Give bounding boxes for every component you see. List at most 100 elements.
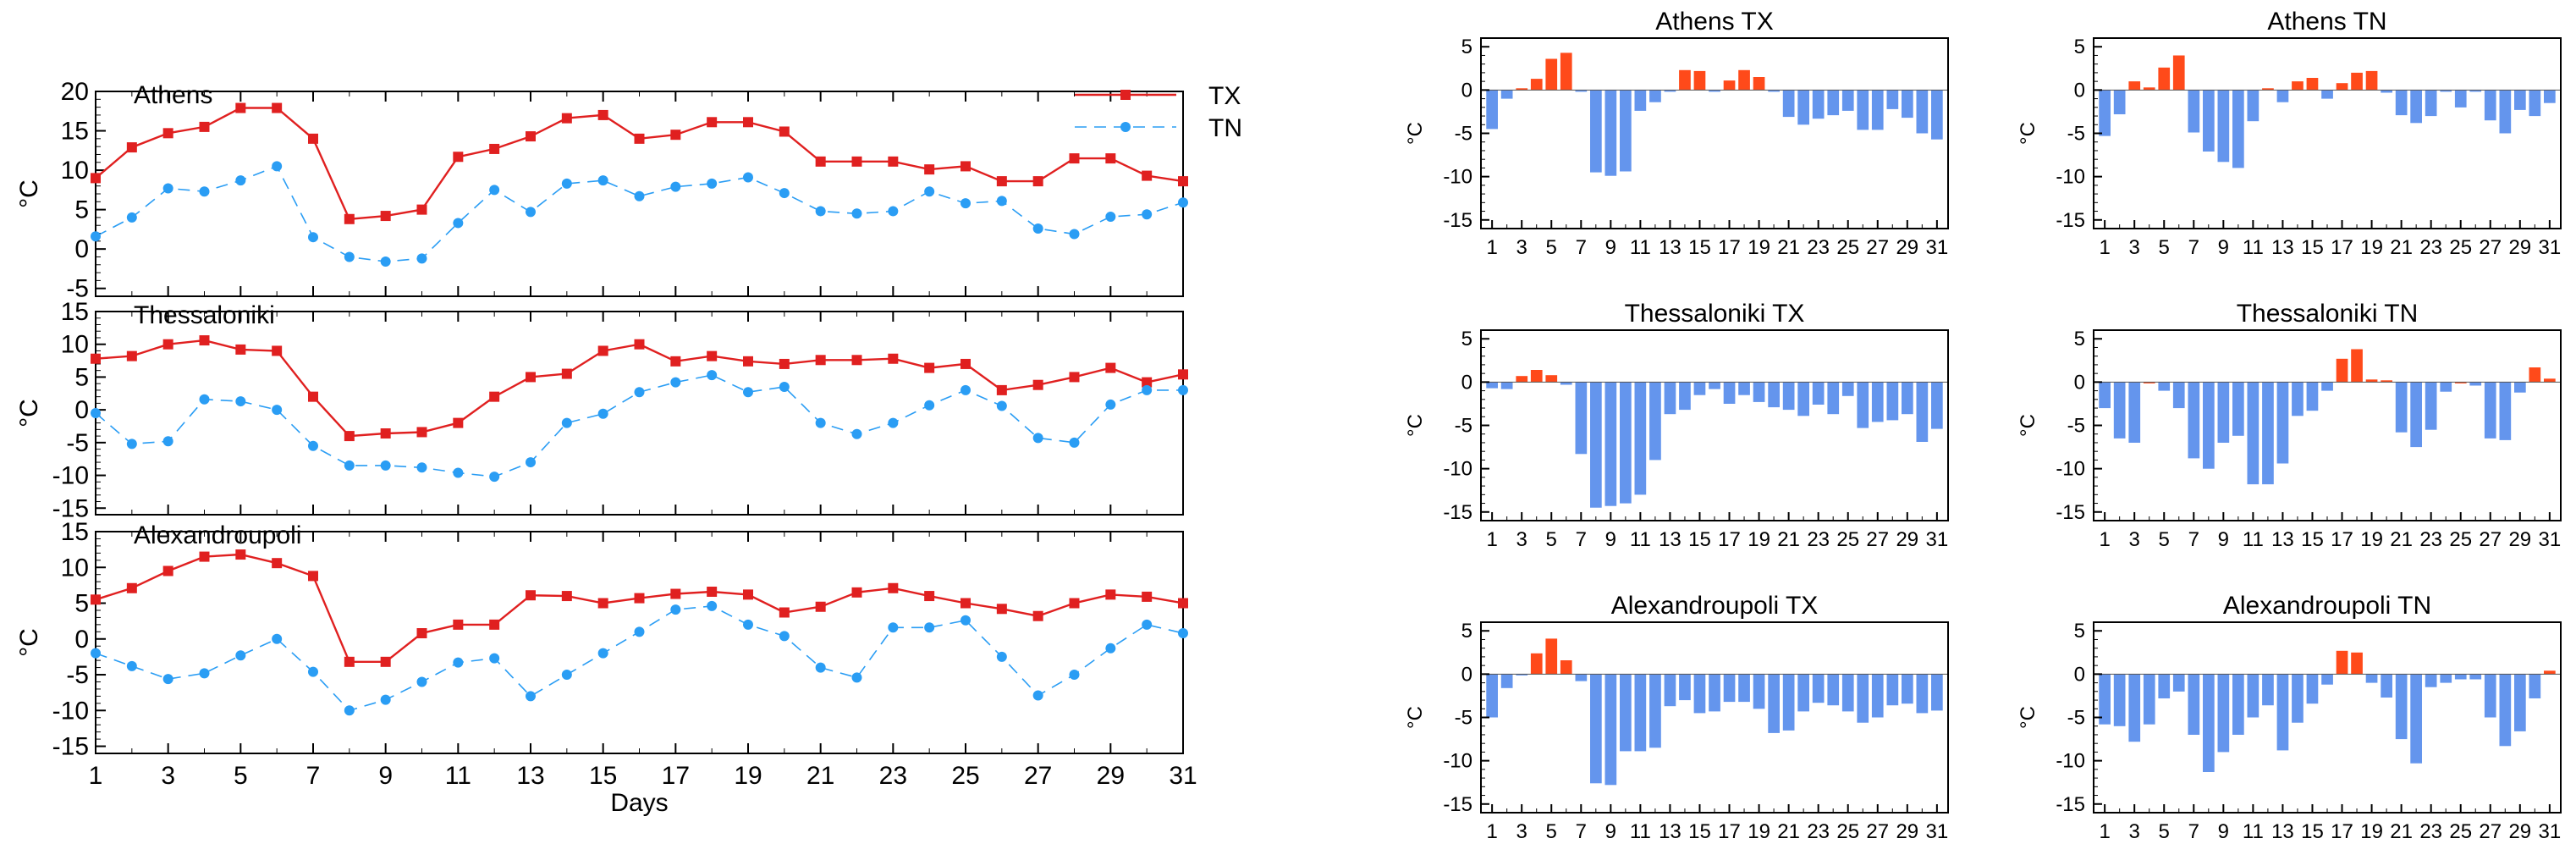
bar	[1664, 90, 1676, 92]
bar	[2276, 90, 2289, 102]
series-line-tx	[95, 553, 1184, 663]
bar	[2276, 674, 2289, 751]
x-tick-label: 17	[1718, 820, 1741, 843]
bar	[2395, 90, 2408, 116]
data-point-tn	[1178, 384, 1188, 395]
bar	[2128, 382, 2141, 443]
x-tick-label: 3	[1516, 236, 1527, 259]
y-axis-label: °C	[1404, 122, 1427, 145]
bar	[2529, 674, 2541, 698]
x-tick-label: 23	[1807, 236, 1830, 259]
bar	[2113, 90, 2126, 114]
y-axis-label: °C	[15, 628, 43, 657]
data-point-tx	[1032, 379, 1043, 390]
bar	[2143, 382, 2155, 383]
panel-title: Athens TN	[2267, 8, 2386, 36]
data-point-tn	[597, 648, 608, 659]
data-point-tn	[526, 457, 536, 468]
data-point-tn	[526, 691, 536, 702]
data-point-tx	[597, 109, 608, 120]
bar	[1693, 382, 1706, 395]
data-point-tn	[1032, 690, 1043, 701]
bar	[2336, 358, 2348, 383]
x-tick-label: 25	[2449, 528, 2472, 551]
data-point-tx	[743, 356, 753, 367]
x-tick-label: 21	[1777, 236, 1800, 259]
bar	[2425, 382, 2437, 430]
data-point-tx	[924, 362, 935, 373]
x-tick-label: 17	[2331, 820, 2353, 843]
bar	[2099, 90, 2111, 136]
data-point-tx	[199, 335, 210, 346]
data-point-tx	[489, 391, 500, 402]
y-tick-label: 5	[2074, 620, 2085, 643]
data-point-tx	[779, 358, 790, 369]
x-tick-label: 9	[2218, 236, 2229, 259]
bar	[1634, 674, 1647, 752]
bar	[2262, 382, 2274, 485]
x-tick-label: 21	[1777, 820, 1800, 843]
y-axis-label: °C	[2017, 706, 2039, 729]
data-point-tx	[235, 344, 246, 355]
x-tick-label: 19	[734, 762, 762, 790]
x-tick-label: 11	[445, 762, 471, 790]
bar	[2469, 674, 2482, 680]
line-panel-1: -5 0 5 10 15 20 °C Athens TX TN	[15, 78, 1242, 303]
bar	[2292, 382, 2304, 416]
bar	[2381, 90, 2392, 93]
y-tick-label: -5	[2067, 707, 2085, 730]
data-point-tn	[235, 175, 246, 186]
data-point-tn	[815, 417, 826, 428]
data-point-tx	[1032, 610, 1043, 621]
x-tick-label: 27	[1866, 236, 1889, 259]
bar	[2321, 382, 2333, 391]
data-point-tx	[707, 586, 718, 597]
data-point-tx	[597, 598, 608, 609]
x-tick-label: 15	[1688, 528, 1711, 551]
y-tick-label: -15	[2056, 501, 2085, 524]
x-tick-label: 29	[2508, 528, 2531, 551]
y-axis-label: °C	[2017, 122, 2039, 145]
bar	[1679, 674, 1691, 701]
data-point-tn	[1142, 619, 1153, 630]
bar	[2232, 382, 2244, 436]
data-point-tn	[779, 382, 790, 393]
legend: TX TN	[1075, 82, 1242, 142]
bar	[1812, 382, 1825, 405]
data-point-tx	[126, 582, 137, 593]
bar	[2425, 674, 2437, 687]
bar	[1812, 674, 1825, 703]
data-point-tn	[634, 387, 645, 398]
bar	[1782, 674, 1795, 731]
bar	[1649, 382, 1661, 461]
x-tick-label: 19	[1748, 236, 1770, 259]
data-point-tx	[272, 102, 283, 113]
bar	[2262, 88, 2274, 91]
bar	[1797, 90, 1809, 125]
bar	[2351, 349, 2363, 383]
y-tick-label: -15	[2056, 209, 2085, 232]
data-point-tx	[634, 339, 645, 350]
y-tick-label: 5	[2074, 328, 2085, 350]
x-tick-label: 3	[2129, 236, 2140, 259]
data-point-tn	[416, 462, 427, 473]
data-point-tn	[888, 622, 899, 633]
bar	[1738, 674, 1750, 703]
data-point-tx	[597, 345, 608, 356]
data-point-tn	[126, 212, 137, 223]
x-tick-label: 15	[589, 762, 617, 790]
data-point-tn	[851, 208, 862, 219]
bar	[1827, 90, 1840, 116]
bar	[1664, 382, 1676, 415]
data-point-tn	[924, 400, 935, 411]
data-point-tx	[960, 161, 971, 172]
data-point-tx	[162, 128, 173, 139]
x-tick-label: 31	[2539, 236, 2562, 259]
data-point-tx	[779, 126, 790, 137]
bar	[2113, 674, 2126, 726]
bar	[1545, 375, 1558, 383]
x-tick-label: 17	[2331, 528, 2353, 551]
data-point-tn	[1178, 628, 1188, 639]
y-tick-label: 5	[1461, 36, 1472, 58]
